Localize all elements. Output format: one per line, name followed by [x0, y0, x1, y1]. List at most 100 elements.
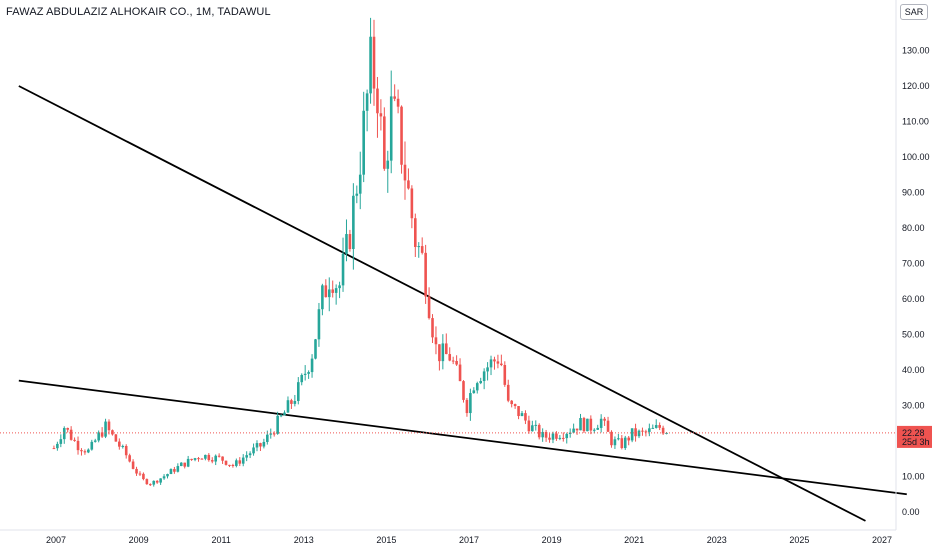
candle [183, 462, 187, 469]
candle [586, 418, 589, 432]
candle-body [400, 106, 403, 165]
candle-body [641, 430, 644, 432]
price-tick-label: 30.00 [902, 401, 925, 411]
candle-body [520, 413, 524, 417]
candle [231, 463, 235, 468]
candle [334, 284, 338, 305]
candle-body [121, 445, 125, 447]
candle-body [214, 455, 217, 462]
candle [262, 438, 266, 449]
candle-body [403, 164, 407, 181]
currency-badge[interactable]: SAR [900, 4, 928, 20]
candle-body [506, 384, 510, 401]
candle [87, 448, 90, 454]
candle-body [245, 455, 248, 458]
candle-body [438, 344, 441, 362]
candle-body [648, 428, 651, 432]
candle [362, 91, 365, 183]
candle [393, 84, 396, 102]
candle-body [252, 447, 255, 454]
candle-body [592, 429, 596, 431]
candle [372, 19, 376, 106]
candle [245, 451, 248, 462]
candle-body [637, 430, 641, 437]
candle [104, 418, 107, 439]
candle-body [623, 437, 627, 449]
price-tick-label: 40.00 [902, 365, 925, 375]
candle [214, 454, 217, 466]
candle [651, 424, 655, 429]
candle-body [575, 428, 579, 431]
candle-body [372, 36, 376, 89]
candle-body [358, 174, 362, 194]
candle-body [582, 418, 586, 432]
candle-body [396, 98, 400, 107]
candle [114, 433, 118, 442]
candle-body [517, 406, 520, 417]
candle [259, 442, 262, 452]
candle-body [283, 412, 286, 416]
candle-body [383, 116, 386, 169]
candle-body [66, 428, 70, 430]
candle [524, 410, 527, 425]
candle [345, 219, 348, 262]
candle [128, 453, 131, 463]
candle-body [200, 458, 204, 460]
time-axis[interactable]: 2007 2009 2011 2013 2015 2017 2019 2021 2023 2025… [0, 529, 896, 545]
candle [479, 377, 483, 385]
candle [138, 471, 142, 476]
candle [465, 397, 469, 417]
candle [455, 355, 458, 366]
candle-body [197, 458, 200, 460]
candle-body [97, 432, 100, 441]
candle [338, 281, 341, 299]
trendline-1[interactable] [18, 85, 866, 522]
candle [348, 229, 352, 252]
candle [634, 423, 637, 442]
candle [617, 433, 620, 441]
candle [458, 358, 462, 382]
candle [434, 326, 438, 355]
candle [321, 283, 324, 316]
candle [56, 441, 59, 451]
candle [417, 242, 421, 258]
candle [489, 355, 493, 376]
candle [541, 428, 544, 442]
candle-body [562, 437, 565, 439]
candle-body [620, 438, 624, 449]
trendline-layer [18, 85, 907, 522]
candle-body [262, 441, 266, 447]
candle [379, 99, 383, 131]
candle-body [503, 365, 507, 385]
candle [407, 168, 410, 190]
candle-body [348, 234, 352, 250]
candle [111, 429, 114, 436]
candle-body [558, 437, 562, 439]
candle-body [179, 462, 183, 467]
candle-body [100, 432, 104, 437]
candle [179, 462, 183, 467]
time-tick-label: 2009 [129, 535, 149, 545]
candle [283, 410, 286, 416]
candle [641, 427, 644, 436]
candle-body [317, 309, 321, 340]
candle [400, 105, 403, 174]
candle-body [238, 460, 242, 464]
candle-body [293, 400, 297, 404]
trendline-2[interactable] [18, 379, 907, 496]
candle [327, 277, 331, 312]
candle-body [114, 434, 118, 442]
time-tick-label: 2023 [707, 535, 727, 545]
candle [186, 455, 190, 468]
candle-body [448, 354, 452, 361]
candle [551, 431, 555, 444]
last-price-label: 22.28 25d 3h [897, 425, 932, 448]
candle-body [630, 428, 634, 441]
candle-body [489, 359, 493, 368]
candle [654, 419, 658, 429]
price-tick-label: 50.00 [902, 330, 925, 340]
candle-body [572, 428, 575, 433]
candle-body [341, 253, 345, 286]
candle [121, 444, 125, 449]
